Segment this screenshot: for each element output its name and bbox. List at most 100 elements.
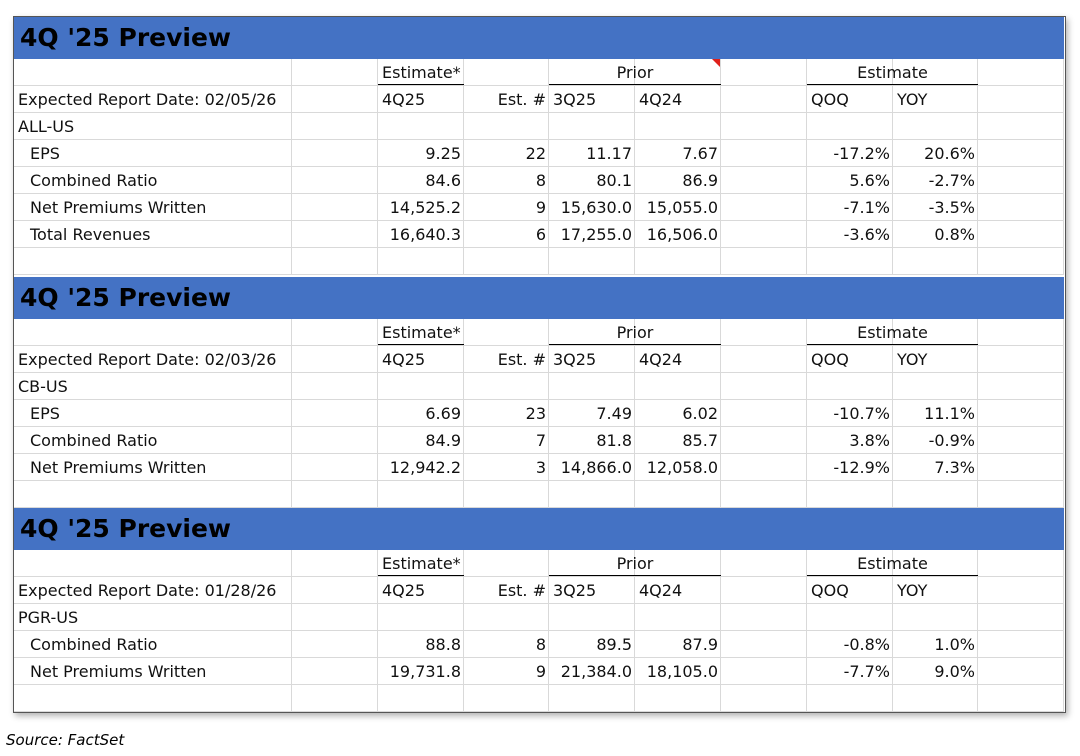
header-underline [549, 575, 721, 576]
grid-cell [721, 248, 807, 275]
cell-value: -0.9% [928, 431, 975, 450]
grid-cell [893, 346, 978, 373]
cell-value: 0.8% [934, 225, 975, 244]
grid-cell [464, 373, 549, 400]
grid-cell [635, 319, 721, 346]
grid-cell [635, 577, 721, 604]
grid-cell [14, 400, 292, 427]
cell-value: 19,731.8 [389, 662, 461, 681]
grid-cell [292, 427, 378, 454]
grid-cell [978, 604, 1064, 631]
grid-cell [549, 685, 635, 712]
grid-cell [635, 113, 721, 140]
cell-value: 86.9 [682, 171, 718, 190]
grid-cell [378, 221, 464, 248]
grid-cell [464, 400, 549, 427]
grid-cell [464, 86, 549, 113]
grid-cell [721, 319, 807, 346]
grid-cell [292, 86, 378, 113]
grid-cell [292, 140, 378, 167]
grid-cell [807, 685, 893, 712]
grid-cell [978, 550, 1064, 577]
cell-value: 18,105.0 [646, 662, 718, 681]
grid-cell [893, 86, 978, 113]
grid-cell [721, 113, 807, 140]
grid-cell [464, 454, 549, 481]
column-label: 4Q25 [382, 581, 426, 600]
header-underline [549, 84, 721, 85]
prior-header: Prior [616, 554, 654, 573]
cell-value: 84.9 [425, 431, 461, 450]
grid-cell [378, 454, 464, 481]
grid-cell [292, 454, 378, 481]
cell-value: 6.69 [425, 404, 461, 423]
grid-cell [378, 59, 464, 86]
column-label: 4Q24 [639, 350, 683, 369]
column-label: 3Q25 [553, 90, 597, 109]
grid-cell [549, 86, 635, 113]
cell-value: 1.0% [934, 635, 975, 654]
header-underline [378, 84, 464, 85]
grid-cell [378, 373, 464, 400]
grid-cell [292, 550, 378, 577]
grid-cell [378, 427, 464, 454]
grid-cell [635, 373, 721, 400]
growth-header: Estimate [857, 63, 928, 82]
column-label: QOQ [811, 350, 849, 369]
grid-cell [464, 631, 549, 658]
grid-cell [292, 221, 378, 248]
cell-value: 3.8% [849, 431, 890, 450]
cell-value: 9.25 [425, 144, 461, 163]
header-underline [549, 344, 721, 345]
grid-cell [893, 221, 978, 248]
grid-cell [721, 400, 807, 427]
grid-cell [807, 604, 893, 631]
grid-cell [978, 346, 1064, 373]
cell-value: 81.8 [596, 431, 632, 450]
grid-cell [978, 194, 1064, 221]
grid-cell [978, 454, 1064, 481]
grid-cell [549, 550, 635, 577]
grid-cell [292, 400, 378, 427]
row-label: EPS [30, 144, 60, 163]
grid-cell [14, 604, 292, 631]
cell-value: 14,525.2 [389, 198, 461, 217]
grid-cell [378, 685, 464, 712]
grid-cell [14, 194, 292, 221]
grid-cell [464, 481, 549, 508]
grid-cell [464, 550, 549, 577]
report-date: Expected Report Date: 02/03/26 [18, 350, 277, 369]
grid-cell [464, 59, 549, 86]
row-label: Combined Ratio [30, 431, 158, 450]
grid-cell [635, 454, 721, 481]
grid-cell [549, 113, 635, 140]
section-header [14, 277, 1064, 319]
grid-cell [807, 86, 893, 113]
source-note: Source: FactSet [6, 731, 125, 749]
grid-cell [893, 59, 978, 86]
grid-cell [464, 113, 549, 140]
grid-cell [378, 631, 464, 658]
column-label: 4Q25 [382, 90, 426, 109]
grid-cell [721, 86, 807, 113]
cell-value: 6 [535, 225, 546, 244]
column-label: Est. # [497, 90, 546, 109]
grid-cell [549, 221, 635, 248]
cell-value: 3 [535, 458, 546, 477]
grid-cell [978, 167, 1064, 194]
grid-cell [378, 604, 464, 631]
grid-cell [721, 194, 807, 221]
grid-cell [14, 346, 292, 373]
grid-cell [893, 658, 978, 685]
grid-cell [635, 604, 721, 631]
cell-value: 7.67 [682, 144, 718, 163]
header-underline [807, 575, 978, 576]
grid-cell [893, 454, 978, 481]
cell-value: 11.17 [586, 144, 632, 163]
grid-cell [464, 658, 549, 685]
grid-cell [292, 248, 378, 275]
grid-cell [721, 167, 807, 194]
grid-cell [378, 658, 464, 685]
grid-cell [292, 604, 378, 631]
